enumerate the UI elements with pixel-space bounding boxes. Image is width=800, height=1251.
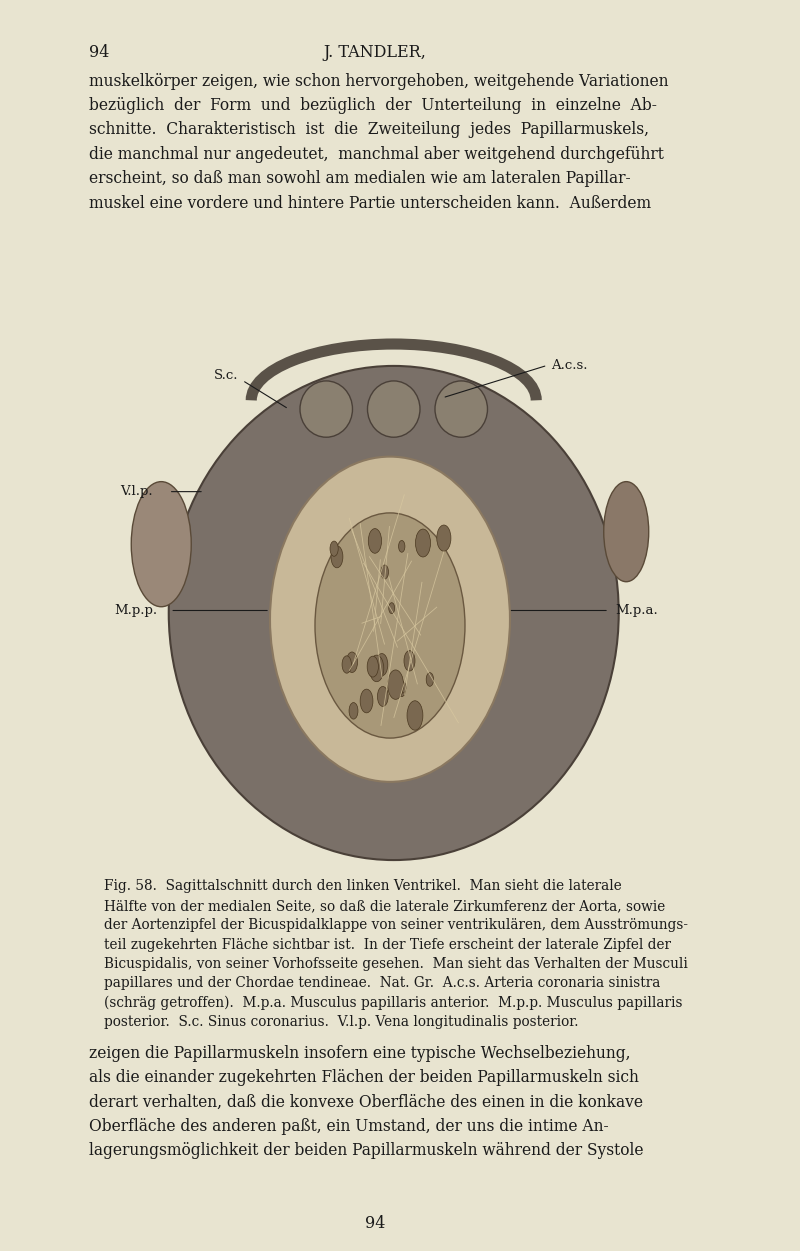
Text: bezüglich  der  Form  und  bezüglich  der  Unterteilung  in  einzelne  Ab-: bezüglich der Form und bezüglich der Unt… — [89, 98, 657, 114]
Ellipse shape — [404, 651, 415, 671]
Text: muskel eine vordere und hintere Partie unterscheiden kann.  Außerdem: muskel eine vordere und hintere Partie u… — [89, 195, 651, 211]
Text: papillares und der Chordae tendineae.  Nat. Gr.  A.c.s. Arteria coronaria sinist: papillares und der Chordae tendineae. Na… — [104, 977, 661, 991]
Ellipse shape — [367, 657, 378, 677]
Text: Hälfte von der medialen Seite, so daß die laterale Zirkumferenz der Aorta, sowie: Hälfte von der medialen Seite, so daß di… — [104, 899, 666, 913]
Text: erscheint, so daß man sowohl am medialen wie am lateralen Papillar-: erscheint, so daß man sowohl am medialen… — [89, 170, 630, 188]
Ellipse shape — [376, 653, 388, 676]
Text: zeigen die Papillarmuskeln insofern eine typische Wechselbeziehung,: zeigen die Papillarmuskeln insofern eine… — [89, 1045, 630, 1062]
Ellipse shape — [415, 529, 430, 557]
Ellipse shape — [368, 529, 382, 553]
Ellipse shape — [346, 652, 358, 673]
Text: Fig. 58.  Sagittalschnitt durch den linken Ventrikel.  Man sieht die laterale: Fig. 58. Sagittalschnitt durch den linke… — [104, 879, 622, 893]
Text: lagerungsmöglichkeit der beiden Papillarmuskeln während der Systole: lagerungsmöglichkeit der beiden Papillar… — [89, 1142, 643, 1160]
Ellipse shape — [342, 656, 351, 673]
Ellipse shape — [270, 457, 510, 782]
Ellipse shape — [349, 703, 358, 719]
Text: posterior.  S.c. Sinus coronarius.  V.l.p. Vena longitudinalis posterior.: posterior. S.c. Sinus coronarius. V.l.p.… — [104, 1016, 578, 1030]
Text: A.c.s.: A.c.s. — [551, 359, 588, 372]
Text: S.c.: S.c. — [214, 369, 238, 382]
Text: schnitte.  Charakteristisch  ist  die  Zweiteilung  jedes  Papillarmuskels,: schnitte. Charakteristisch ist die Zweit… — [89, 121, 649, 139]
Ellipse shape — [370, 656, 384, 682]
Ellipse shape — [300, 382, 353, 438]
Ellipse shape — [169, 367, 618, 861]
Text: M.p.a.: M.p.a. — [615, 604, 658, 617]
Text: Oberfläche des anderen paßt, ein Umstand, der uns die intime An-: Oberfläche des anderen paßt, ein Umstand… — [89, 1118, 609, 1135]
Ellipse shape — [378, 687, 388, 707]
Text: die manchmal nur angedeutet,  manchmal aber weitgehend durchgeführt: die manchmal nur angedeutet, manchmal ab… — [89, 146, 664, 163]
Ellipse shape — [331, 545, 343, 568]
Ellipse shape — [435, 382, 487, 438]
Ellipse shape — [398, 540, 405, 552]
Ellipse shape — [389, 603, 394, 614]
Ellipse shape — [330, 542, 338, 557]
Text: 94: 94 — [89, 44, 110, 61]
Text: derart verhalten, daß die konvexe Oberfläche des einen in die konkave: derart verhalten, daß die konvexe Oberfl… — [89, 1093, 643, 1111]
Text: Bicuspidalis, von seiner Vorhofsseite gesehen.  Man sieht das Verhalten der Musc: Bicuspidalis, von seiner Vorhofsseite ge… — [104, 957, 688, 971]
Ellipse shape — [315, 513, 465, 738]
Text: als die einander zugekehrten Flächen der beiden Papillarmuskeln sich: als die einander zugekehrten Flächen der… — [89, 1068, 639, 1086]
Ellipse shape — [131, 482, 191, 607]
Ellipse shape — [360, 689, 373, 713]
Text: V.l.p.: V.l.p. — [120, 485, 153, 498]
Ellipse shape — [400, 682, 406, 693]
Ellipse shape — [388, 671, 403, 699]
Text: J. TANDLER,: J. TANDLER, — [323, 44, 426, 61]
Ellipse shape — [367, 382, 420, 438]
Ellipse shape — [437, 525, 451, 552]
Text: teil zugekehrten Fläche sichtbar ist.  In der Tiefe erscheint der laterale Zipfe: teil zugekehrten Fläche sichtbar ist. In… — [104, 938, 671, 952]
Ellipse shape — [426, 673, 434, 687]
Ellipse shape — [398, 683, 406, 697]
Ellipse shape — [604, 482, 649, 582]
Text: (schräg getroffen).  M.p.a. Musculus papillaris anterior.  M.p.p. Musculus papil: (schräg getroffen). M.p.a. Musculus papi… — [104, 996, 682, 1011]
Text: 94: 94 — [365, 1215, 385, 1232]
Text: muskelkörper zeigen, wie schon hervorgehoben, weitgehende Variationen: muskelkörper zeigen, wie schon hervorgeh… — [89, 73, 669, 90]
Ellipse shape — [381, 565, 389, 579]
Text: M.p.p.: M.p.p. — [114, 604, 157, 617]
Ellipse shape — [407, 701, 423, 731]
Text: der Aortenzipfel der Bicuspidalklappe von seiner ventrikulären, dem Ausströmungs: der Aortenzipfel der Bicuspidalklappe vo… — [104, 918, 688, 932]
